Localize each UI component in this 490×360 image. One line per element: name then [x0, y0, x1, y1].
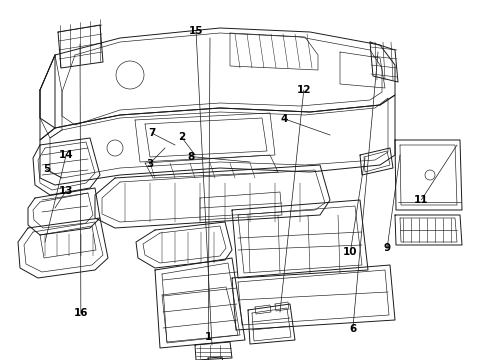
Text: 12: 12 [296, 85, 311, 95]
Text: 8: 8 [188, 152, 195, 162]
Text: 1: 1 [205, 332, 212, 342]
Text: 15: 15 [189, 26, 203, 36]
Text: 11: 11 [414, 195, 429, 205]
Text: 9: 9 [384, 243, 391, 253]
Text: 6: 6 [349, 324, 356, 334]
Text: 2: 2 [178, 132, 185, 142]
Text: 10: 10 [343, 247, 358, 257]
Text: 5: 5 [43, 164, 50, 174]
Text: 13: 13 [59, 186, 74, 196]
Text: 16: 16 [74, 308, 88, 318]
Text: 4: 4 [280, 114, 288, 124]
Text: 3: 3 [146, 159, 153, 169]
Text: 14: 14 [59, 150, 74, 160]
Text: 7: 7 [148, 128, 156, 138]
